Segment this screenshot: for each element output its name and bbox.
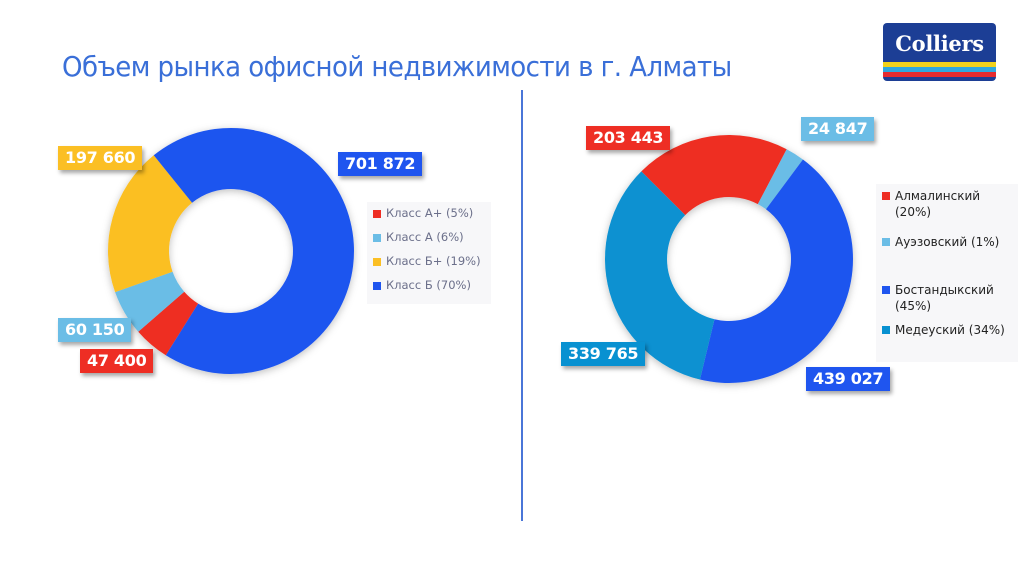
legend-item-almaly: Алмалинский (20%)	[882, 188, 1010, 234]
colliers-logo: Colliers	[883, 23, 996, 81]
legend-label-percent: (45%)	[895, 299, 932, 313]
logo-stripe-red	[883, 72, 996, 77]
legend-item-class-a: Класс А (6%)	[373, 230, 483, 254]
logo-stripe-yellow	[883, 62, 996, 67]
legend-swatch-icon	[882, 286, 890, 294]
legend-label: Класс Б+ (19%)	[386, 254, 481, 268]
donut-slice-bostandyk	[699, 159, 853, 384]
legend-label-percent: (20%)	[895, 205, 932, 219]
donut-slice-medeu	[605, 171, 715, 380]
logo-stripe-blue	[883, 67, 996, 72]
legend-swatch-icon	[373, 210, 381, 218]
legend-districts: Алмалинский (20%) Ауэзовский (1%) Бостан…	[876, 184, 1018, 362]
legend-label: Класс А+ (5%)	[386, 206, 474, 220]
value-label-class-a-plus: 47 400	[80, 349, 154, 373]
value-label-class-a: 60 150	[58, 318, 132, 342]
legend-item-class-b: Класс Б (70%)	[373, 278, 483, 300]
legend-label: Ауэзовский (1%)	[895, 235, 1000, 249]
donut-chart-office-class: 197 660 701 872 60 150 47 400 Класс А+ (…	[58, 127, 491, 374]
page-title: Объем рынка офисной недвижимости в г. Ал…	[62, 50, 732, 83]
donut-slice-auezov	[757, 149, 803, 210]
legend-item-bostandyk: Бостандыкский (45%)	[882, 282, 1010, 322]
legend-label: Алмалинский	[895, 189, 981, 203]
value-label-bostandyk: 439 027	[806, 367, 891, 391]
value-label-class-b-plus: 197 660	[58, 146, 143, 170]
legend-label: Бостандыкский	[895, 283, 994, 297]
donut-left-svg	[107, 127, 355, 374]
donut-slice-class-b-plus	[107, 155, 193, 293]
legend-swatch-icon	[882, 326, 890, 334]
donut-slice-almaly	[641, 135, 787, 216]
legend-swatch-icon	[373, 234, 381, 242]
value-label-auezov: 24 847	[801, 117, 875, 141]
logo-text: Colliers	[895, 31, 984, 56]
legend-label: Класс А (6%)	[386, 230, 464, 244]
vertical-divider	[521, 90, 523, 521]
value-label-medeu: 339 765	[561, 342, 646, 366]
legend-swatch-icon	[882, 238, 890, 246]
legend-item-auezov: Ауэзовский (1%)	[882, 234, 1010, 282]
value-label-almaly: 203 443	[586, 126, 671, 150]
donut-slice-class-a	[115, 271, 185, 332]
legend-swatch-icon	[373, 282, 381, 290]
legend-item-medeu: Медеуский (34%)	[882, 322, 1010, 342]
donut-slice-class-a-plus	[138, 291, 199, 356]
donut-slice-class-b	[153, 127, 355, 374]
legend-office-class: Класс А+ (5%) Класс А (6%) Класс Б+ (19%…	[367, 202, 491, 304]
legend-item-class-a-plus: Класс А+ (5%)	[373, 206, 483, 230]
value-label-class-b: 701 872	[338, 152, 423, 176]
legend-item-class-b-plus: Класс Б+ (19%)	[373, 254, 483, 278]
legend-swatch-icon	[373, 258, 381, 266]
legend-label: Класс Б (70%)	[386, 278, 471, 292]
legend-label: Медеуский (34%)	[895, 323, 1005, 337]
legend-swatch-icon	[882, 192, 890, 200]
